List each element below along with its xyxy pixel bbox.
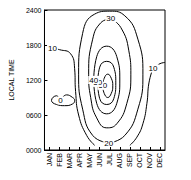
svg-text:LOCAL TIME: LOCAL TIME: [8, 59, 15, 101]
svg-text:FEB: FEB: [56, 153, 63, 167]
svg-text:20: 20: [104, 139, 113, 148]
svg-text:MAR: MAR: [66, 153, 73, 169]
svg-text:OCT: OCT: [136, 152, 143, 168]
svg-text:0000: 0000: [26, 147, 42, 154]
svg-text:DEC: DEC: [156, 153, 163, 168]
svg-text:2400: 2400: [26, 7, 42, 14]
svg-text:SEP: SEP: [126, 153, 133, 167]
svg-text:10: 10: [148, 64, 157, 73]
svg-text:NOV: NOV: [146, 153, 153, 169]
svg-text:JUN: JUN: [96, 153, 103, 167]
svg-text:10: 10: [148, 64, 157, 73]
svg-text:40: 40: [89, 76, 98, 85]
svg-text:MAY: MAY: [86, 153, 93, 168]
svg-text:JUL: JUL: [106, 153, 113, 166]
svg-text:JAN: JAN: [46, 153, 53, 166]
svg-text:APR: APR: [76, 153, 83, 167]
svg-text:10: 10: [48, 44, 57, 53]
svg-text:30: 30: [106, 14, 115, 23]
svg-text:0: 0: [58, 96, 63, 105]
svg-text:AUG: AUG: [116, 153, 123, 168]
svg-text:1800: 1800: [26, 42, 42, 49]
svg-text:1200: 1200: [26, 77, 42, 84]
svg-text:0600: 0600: [26, 112, 42, 119]
